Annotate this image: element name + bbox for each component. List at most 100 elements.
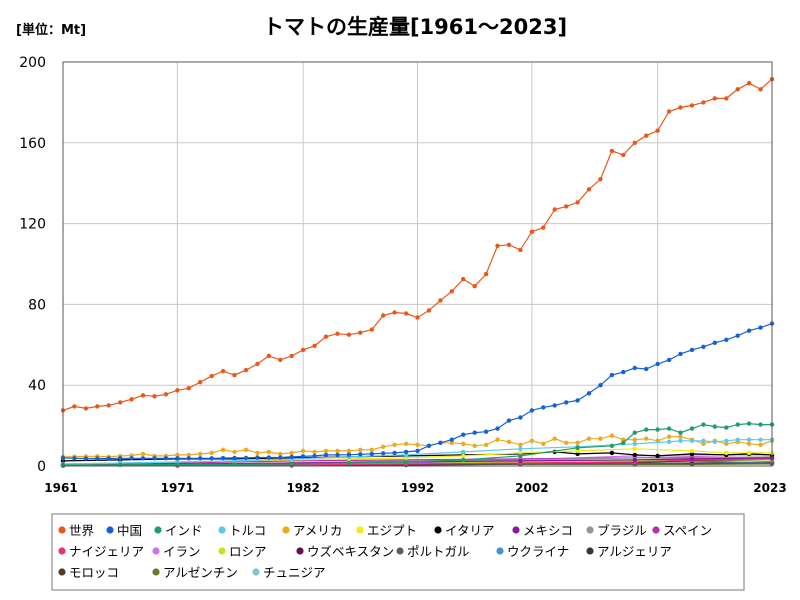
data-point	[621, 152, 626, 158]
x-tick-label: 1961	[44, 481, 77, 495]
data-point	[758, 87, 763, 92]
data-point	[152, 456, 157, 461]
data-point	[655, 128, 660, 133]
data-point	[415, 448, 420, 454]
data-point	[644, 133, 649, 138]
data-point	[255, 455, 260, 460]
legend-item: エジプト	[356, 523, 417, 538]
data-point	[232, 372, 237, 378]
data-point	[678, 438, 683, 443]
data-point	[609, 450, 615, 456]
data-point	[701, 438, 706, 443]
data-point	[472, 430, 477, 435]
legend-item: アルゼンチン	[152, 565, 238, 580]
data-point	[746, 421, 752, 426]
data-point	[529, 408, 535, 413]
legend-marker	[434, 526, 442, 534]
legend-label: 世界	[69, 523, 95, 538]
data-point	[689, 448, 695, 454]
y-axis-ticks: 0 40 80 120 160 200	[19, 55, 46, 475]
data-point	[255, 450, 260, 456]
legend-marker	[58, 526, 66, 534]
x-tick-label: 2002	[515, 481, 548, 495]
data-point	[575, 200, 580, 205]
data-point	[95, 456, 100, 461]
legend-item: 世界	[58, 523, 95, 538]
data-point	[666, 426, 672, 431]
data-point	[369, 447, 374, 452]
legend-label: ポルトガル	[407, 544, 470, 559]
data-point	[644, 366, 649, 372]
data-point	[552, 207, 557, 212]
data-point	[666, 357, 672, 363]
data-point	[278, 455, 283, 460]
legend-label: アメリカ	[293, 523, 342, 538]
data-point	[701, 344, 706, 349]
data-point	[609, 443, 615, 448]
legend-marker	[154, 526, 162, 534]
data-point	[278, 357, 283, 363]
data-point	[243, 455, 249, 461]
legend-label: モロッコ	[69, 565, 119, 580]
data-point	[461, 449, 466, 455]
data-point	[632, 430, 637, 435]
data-point	[701, 100, 706, 105]
data-point	[758, 325, 763, 330]
x-tick-label: 1992	[401, 481, 434, 495]
legend-label: 中国	[117, 523, 142, 538]
data-point	[506, 242, 512, 247]
data-point	[575, 445, 580, 450]
data-point	[403, 441, 409, 446]
data-point	[152, 394, 157, 399]
data-point	[415, 442, 420, 447]
legend-item: 中国	[106, 523, 142, 538]
data-point	[495, 426, 500, 431]
data-point	[758, 422, 763, 427]
data-point	[403, 459, 409, 465]
data-point	[346, 452, 352, 457]
data-point	[564, 400, 569, 405]
legend-label: チュニジア	[263, 565, 326, 580]
y-tick-label: 200	[19, 55, 46, 71]
x-axis-ticks: 1961 1971 1982 1992 2002 2013 2023	[44, 481, 786, 495]
data-point	[300, 448, 306, 454]
data-point	[232, 462, 237, 467]
y-tick-label: 80	[28, 297, 46, 313]
data-point	[598, 177, 603, 182]
data-point	[209, 456, 214, 461]
legend-marker	[586, 526, 594, 534]
data-point	[483, 429, 489, 434]
data-point	[163, 456, 169, 461]
legend-marker	[282, 526, 290, 534]
legend-marker	[586, 547, 594, 555]
data-point	[392, 450, 397, 456]
chart-title: トマトの生産量[1961～2023]	[263, 15, 567, 39]
data-point	[655, 453, 660, 459]
data-point	[346, 460, 352, 466]
data-point	[541, 441, 546, 446]
data-point	[83, 406, 89, 411]
data-point	[621, 369, 626, 375]
data-point	[426, 308, 432, 313]
data-point	[186, 386, 191, 391]
data-point	[72, 456, 77, 461]
x-tick-label: 2023	[753, 481, 786, 495]
legend-label: アルゼンチン	[163, 565, 238, 580]
legend-label: ブラジル	[597, 523, 647, 538]
legend-label: ナイジェリア	[69, 544, 144, 559]
data-point	[506, 418, 512, 423]
data-point	[209, 373, 214, 379]
data-point	[632, 365, 637, 371]
data-point	[346, 332, 352, 337]
data-point	[266, 353, 271, 359]
data-point	[335, 452, 340, 458]
data-point	[289, 461, 294, 467]
data-point	[518, 453, 523, 459]
data-point	[106, 403, 111, 408]
y-tick-label: 40	[28, 378, 46, 394]
data-point	[472, 284, 477, 289]
data-point	[95, 404, 100, 409]
data-point	[506, 439, 512, 444]
data-point	[175, 456, 180, 461]
legend-item: アメリカ	[282, 523, 342, 538]
